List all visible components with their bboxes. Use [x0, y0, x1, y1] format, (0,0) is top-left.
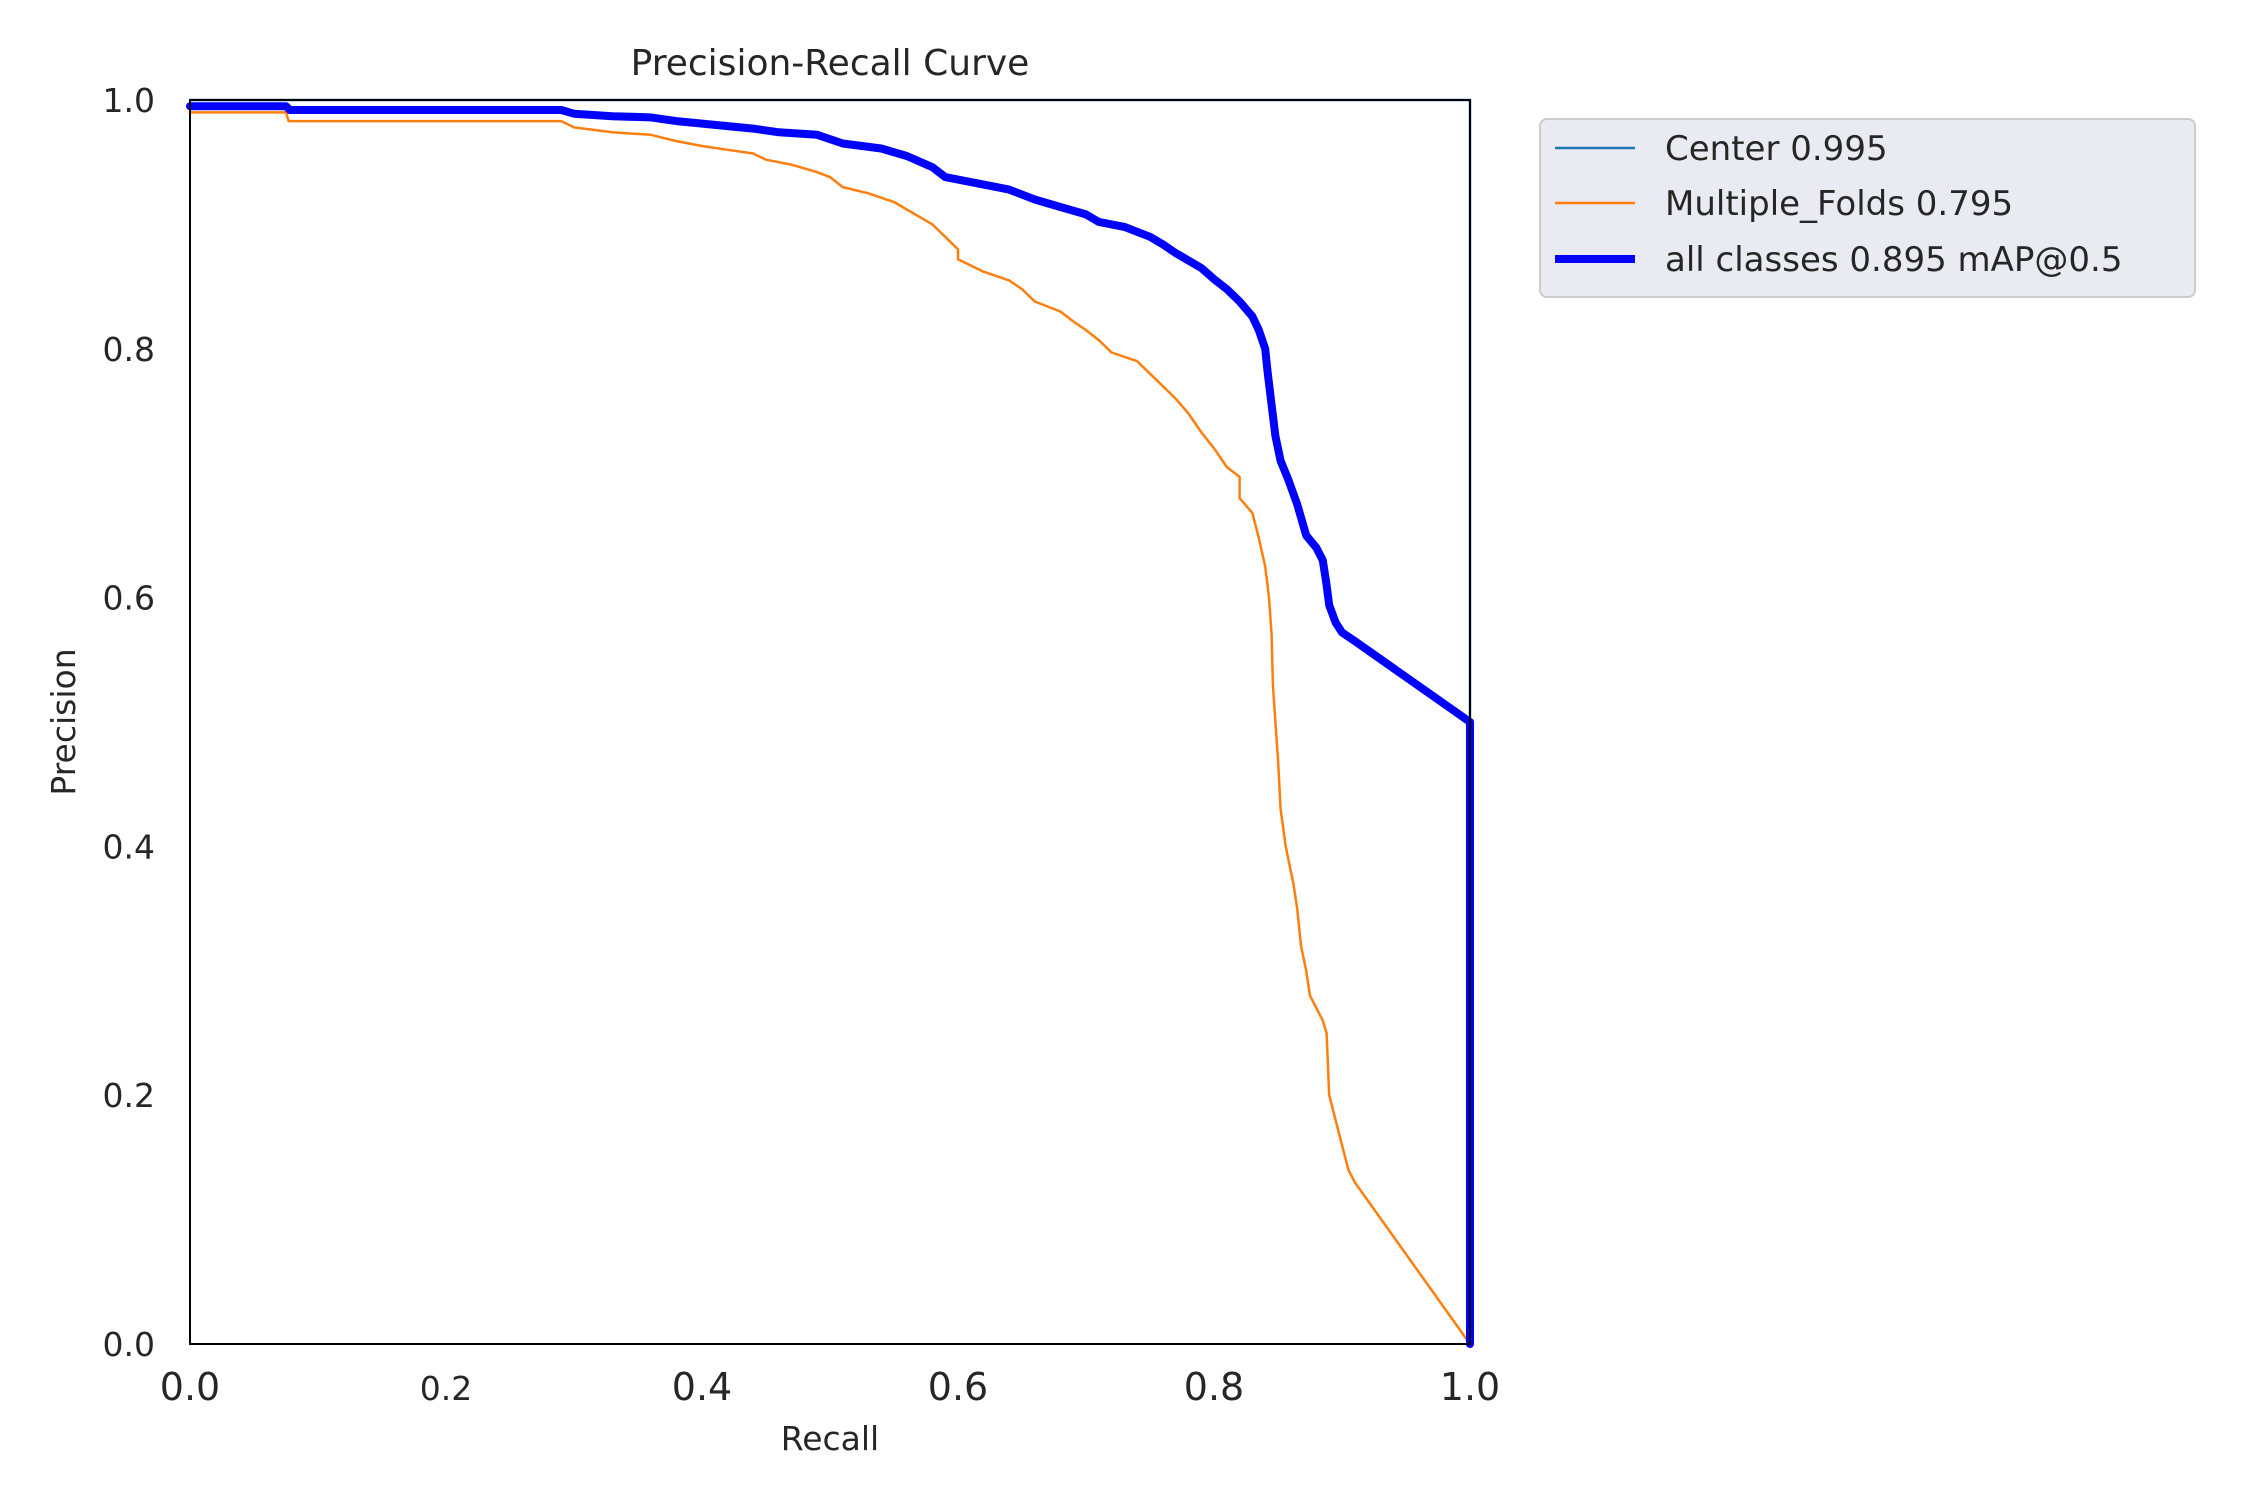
legend-label-all-classes: all classes 0.895 mAP@0.5	[1665, 240, 2122, 280]
x-tick-label: 0.4	[672, 1365, 732, 1409]
series-line-1	[188, 111, 1472, 1346]
series-line-2	[186, 102, 1474, 1348]
y-tick-label: 0.6	[103, 579, 155, 618]
y-tick-label: 1.0	[103, 81, 155, 120]
legend-label-multiple-folds: Multiple_Folds 0.795	[1665, 184, 2013, 224]
x-tick-label: 0.8	[1184, 1365, 1244, 1409]
x-tick-label: 1.0	[1440, 1365, 1500, 1409]
plot-frame	[189, 99, 1471, 1345]
y-tick-label: 0.2	[103, 1076, 155, 1115]
x-axis-label: Recall	[781, 1419, 879, 1458]
y-tick-label: 0.8	[103, 330, 155, 369]
legend-box	[1539, 118, 2196, 298]
x-tick-label: 0.0	[160, 1365, 220, 1409]
tick-layer: 0.0 0.2 0.4 0.6 0.8 1.0 0.0 0.2 0.4 0.6 0.8 1.0	[103, 81, 1501, 1409]
plot-background	[190, 100, 1470, 1344]
x-tick-label: 0.2	[420, 1369, 472, 1408]
y-axis-label: Precision	[44, 648, 83, 795]
chart-title: Precision-Recall Curve	[631, 43, 1030, 84]
legend-label-center: Center 0.995	[1665, 129, 1888, 169]
x-tick-label: 0.6	[928, 1365, 988, 1409]
y-tick-label: 0.4	[103, 827, 155, 866]
legend: Center 0.995 Multiple_Folds 0.795 all cl…	[1539, 118, 2196, 298]
y-tick-label: 0.0	[103, 1325, 155, 1364]
